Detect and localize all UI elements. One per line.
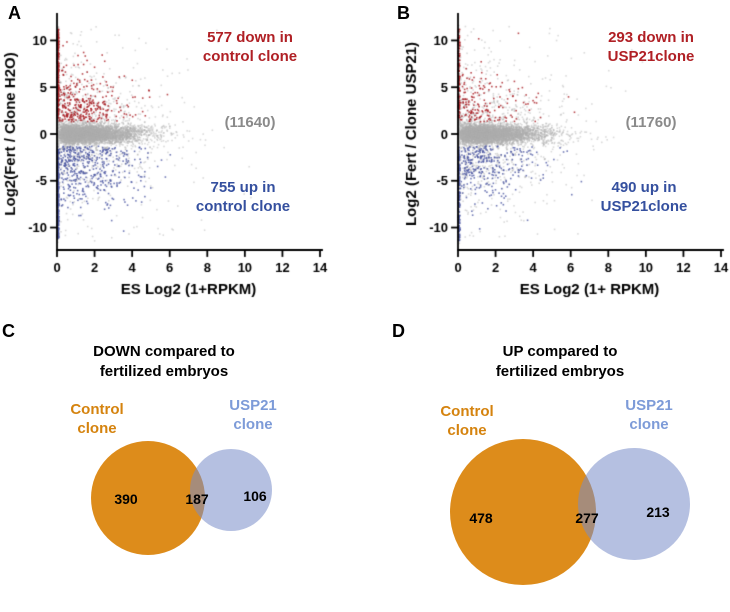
panel-b-scatter: 293 down in USP21clone (11760) 490 up in… xyxy=(401,0,730,312)
annotation-count-b: (11760) xyxy=(625,114,677,131)
control-clone-circle-c xyxy=(91,441,205,555)
usp21-clone-circle-c xyxy=(190,449,272,531)
annotation-up-b: 490 up in USP21clone xyxy=(600,179,688,215)
venn-count-mid-d: 277 xyxy=(575,510,599,526)
annotation-count-a: (11640) xyxy=(224,114,276,131)
control-clone-label-c: Control clone xyxy=(70,401,124,437)
venn-title-d: UP compared to fertilized embryos xyxy=(495,343,625,380)
usp21-clone-circle-d xyxy=(578,448,690,560)
control-clone-label-d: Control clone xyxy=(440,403,494,439)
panel-c-venn: DOWN compared to fertilized embryos Cont… xyxy=(0,320,365,612)
panel-d-venn: UP compared to fertilized embryos Contro… xyxy=(393,320,730,612)
scatter-plot-a xyxy=(0,0,365,312)
control-clone-circle-d xyxy=(450,439,596,585)
venn-count-left-c: 390 xyxy=(114,491,138,507)
venn-count-right-c: 106 xyxy=(243,488,267,504)
venn-diagram-d xyxy=(450,439,690,585)
usp21-clone-label-d: USP21 clone xyxy=(625,397,673,433)
annotation-up-a: 755 up in control clone xyxy=(195,179,291,215)
annotation-down-b: 293 down in USP21clone xyxy=(607,29,695,65)
panel-a-scatter: 577 down in control clone (11640) 755 up… xyxy=(0,0,365,312)
venn-count-left-d: 478 xyxy=(469,510,493,526)
venn-diagram-c xyxy=(91,441,272,555)
panel-letter-c: C xyxy=(2,321,15,341)
venn-count-right-d: 213 xyxy=(646,504,670,520)
scatter-plot-b xyxy=(401,0,730,312)
venn-count-mid-c: 187 xyxy=(185,491,209,507)
annotation-down-a: 577 down in control clone xyxy=(202,29,298,65)
venn-title-c: DOWN compared to fertilized embryos xyxy=(93,343,235,380)
usp21-clone-label-c: USP21 clone xyxy=(229,397,277,433)
panel-letter-d: D xyxy=(392,321,405,341)
